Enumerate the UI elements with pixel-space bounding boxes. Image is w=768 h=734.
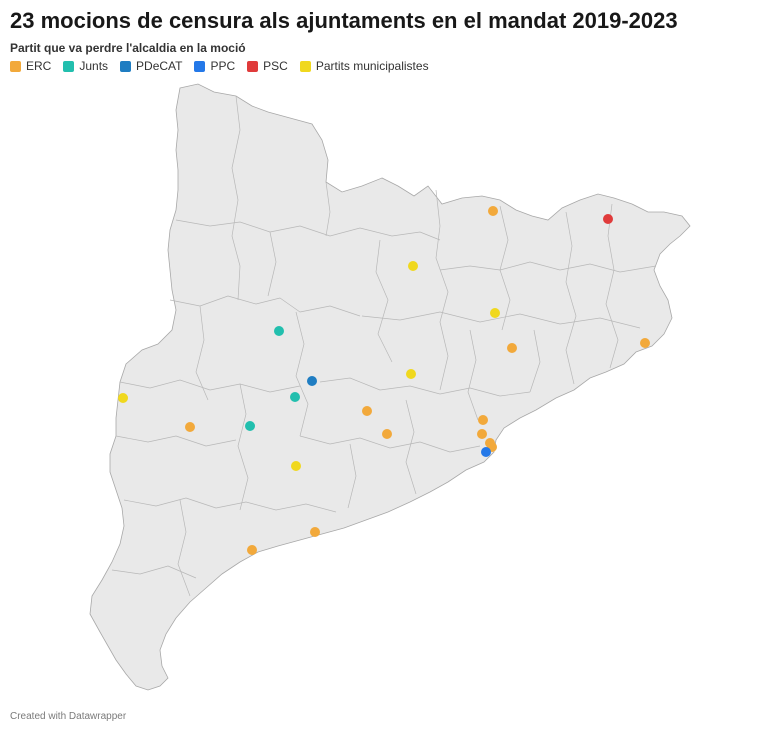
marker-psc[interactable]: [603, 214, 613, 224]
marker-partits-municipalistes[interactable]: [408, 261, 418, 271]
legend-title: Partit que va perdre l'alcaldia en la mo…: [10, 41, 246, 55]
marker-partits-municipalistes[interactable]: [490, 308, 500, 318]
legend-item-erc: ERC: [10, 59, 51, 73]
legend-item-psc: PSC: [247, 59, 288, 73]
legend-label-junts: Junts: [79, 59, 109, 73]
marker-partits-municipalistes[interactable]: [118, 393, 128, 403]
legend-item-junts: Junts: [63, 59, 108, 73]
marker-erc[interactable]: [477, 429, 487, 439]
marker-junts[interactable]: [274, 326, 284, 336]
legend-item-ppc: PPC: [194, 59, 235, 73]
map-land: [89, 83, 691, 691]
catalonia-outline: [89, 83, 691, 691]
marker-pdecat[interactable]: [307, 376, 317, 386]
marker-junts[interactable]: [290, 392, 300, 402]
marker-erc[interactable]: [488, 206, 498, 216]
marker-erc[interactable]: [362, 406, 372, 416]
marker-erc[interactable]: [382, 429, 392, 439]
marker-erc[interactable]: [478, 415, 488, 425]
legend-item-municipalistes: Partits municipalistes: [299, 59, 429, 73]
county-borders: [111, 95, 657, 597]
credit: Created with Datawrapper: [10, 711, 127, 722]
legend-swatch-municipalistes: [299, 60, 311, 72]
marker-erc[interactable]: [640, 338, 650, 348]
legend-swatch-ppc: [194, 60, 206, 72]
marker-erc[interactable]: [310, 527, 320, 537]
legend-swatch-psc: [247, 60, 259, 72]
markers: [118, 206, 650, 555]
marker-erc[interactable]: [247, 545, 257, 555]
legend-label-psc: PSC: [263, 59, 288, 73]
marker-partits-municipalistes[interactable]: [291, 461, 301, 471]
legend-label-pdecat: PDeCAT: [136, 59, 183, 73]
legend-item-pdecat: PDeCAT: [120, 59, 182, 73]
legend-label-erc: ERC: [26, 59, 52, 73]
marker-junts[interactable]: [245, 421, 255, 431]
legend-swatch-junts: [63, 60, 75, 72]
legend-label-ppc: PPC: [210, 59, 236, 73]
legend-swatch-pdecat: [120, 60, 132, 72]
chart-title: 23 mocions de censura als ajuntaments en…: [10, 8, 678, 33]
marker-partits-municipalistes[interactable]: [406, 369, 416, 379]
legend-swatch-erc: [10, 60, 21, 72]
marker-ppc[interactable]: [481, 447, 491, 457]
marker-erc[interactable]: [185, 422, 195, 432]
legend-label-municipalistes: Partits municipalistes: [315, 59, 429, 73]
legend: ERC Junts PDeCAT PPC PSC Partits municip…: [10, 59, 441, 73]
marker-erc[interactable]: [507, 343, 517, 353]
